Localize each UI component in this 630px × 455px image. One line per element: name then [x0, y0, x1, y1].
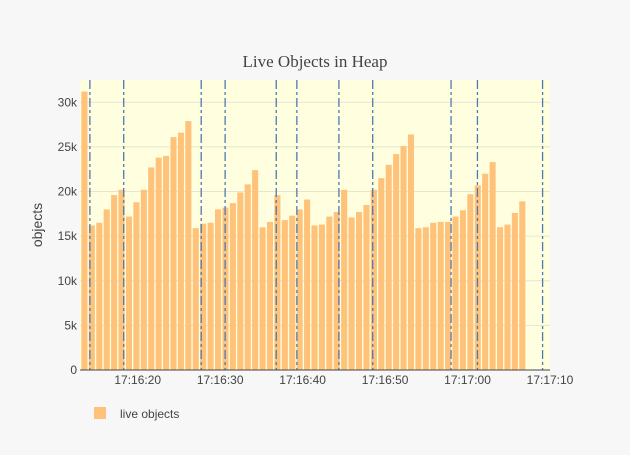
y-tick-label: 30k — [58, 95, 78, 109]
bar — [393, 154, 400, 370]
bar — [385, 164, 392, 370]
bar — [274, 195, 281, 370]
bar — [244, 184, 251, 370]
bar — [430, 222, 437, 370]
bar — [504, 224, 511, 370]
bar — [467, 194, 474, 370]
x-tick-label: 17:16:30 — [197, 373, 244, 387]
y-tick-label: 10k — [58, 274, 78, 288]
bar — [511, 212, 518, 370]
y-tick-label: 20k — [58, 185, 78, 199]
bar — [445, 221, 452, 370]
bar — [133, 202, 140, 370]
bar — [96, 222, 103, 370]
x-tick-label: 17:16:50 — [362, 373, 409, 387]
bar — [370, 189, 377, 370]
bar — [266, 221, 274, 370]
bar — [496, 227, 504, 370]
legend-label-live-objects: live objects — [120, 407, 179, 421]
y-axis-title: objects — [29, 203, 45, 247]
bar — [415, 228, 422, 370]
bar — [341, 189, 348, 370]
bar — [355, 212, 363, 370]
bar — [214, 209, 222, 370]
bar — [155, 157, 162, 370]
x-tick-label: 17:16:20 — [114, 373, 161, 387]
bar — [482, 173, 489, 370]
bar — [519, 201, 526, 370]
bar — [207, 222, 214, 370]
bar — [259, 227, 266, 370]
bar — [281, 220, 288, 370]
y-tick-label: 0 — [70, 363, 77, 377]
bar — [452, 216, 459, 370]
bar — [326, 216, 333, 370]
bar — [289, 215, 296, 370]
bar — [363, 204, 370, 370]
bar — [311, 225, 318, 370]
x-tick-label: 17:16:40 — [279, 373, 326, 387]
bar — [200, 223, 207, 370]
bar — [118, 189, 125, 370]
legend-swatch-live-objects — [94, 407, 106, 419]
bar — [148, 167, 155, 370]
y-tick-label: 15k — [58, 229, 78, 243]
bar — [296, 209, 303, 370]
bar — [348, 217, 355, 370]
bar — [177, 132, 184, 370]
bar — [474, 185, 481, 370]
bar — [489, 162, 496, 370]
bar — [88, 225, 95, 370]
bar — [237, 192, 244, 370]
chart-title: Live Objects in Heap — [243, 52, 388, 71]
bar — [333, 212, 340, 370]
x-tick-label: 17:17:10 — [527, 373, 574, 387]
bar — [400, 146, 407, 370]
bar — [185, 121, 192, 371]
plot-area[interactable]: 0 5k 10k 15k 20k 25k 30k 17:16:20 17:16:30 17:16:… — [58, 80, 574, 387]
bar — [252, 170, 259, 370]
bar — [378, 178, 385, 370]
bar — [304, 199, 311, 370]
x-tick-label: 17:17:00 — [444, 373, 491, 387]
bar — [229, 203, 236, 370]
bar — [170, 137, 177, 370]
bar — [140, 189, 147, 370]
bar — [163, 155, 170, 370]
y-tick-label: 5k — [64, 318, 78, 332]
bar — [437, 221, 444, 370]
bar — [81, 91, 88, 370]
bar — [422, 227, 429, 370]
bar — [192, 228, 199, 370]
bar — [111, 195, 118, 370]
bar — [459, 210, 466, 370]
bar — [318, 224, 325, 370]
y-tick-label: 25k — [58, 140, 78, 154]
bar — [407, 134, 415, 370]
legend[interactable]: live objects — [94, 407, 179, 421]
bar — [125, 216, 133, 370]
bar — [222, 207, 229, 370]
bar — [103, 209, 110, 370]
